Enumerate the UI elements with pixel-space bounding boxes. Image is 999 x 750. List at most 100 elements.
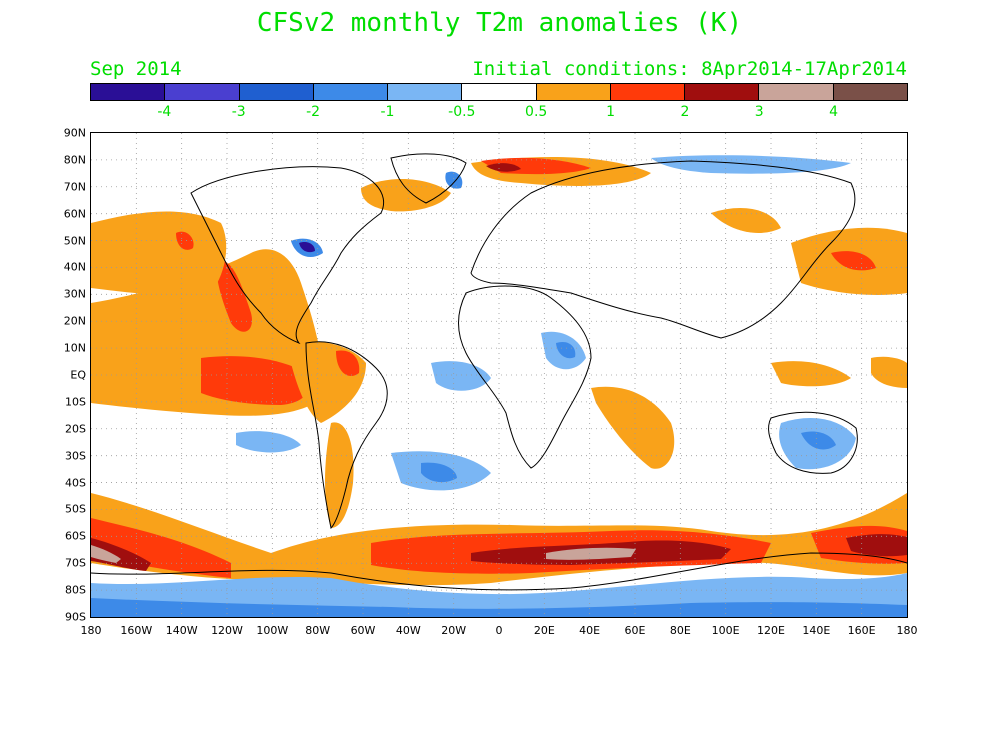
longitude-label: 0 [495, 624, 503, 637]
latitude-label: 20N [63, 314, 86, 328]
longitude-label: 100W [256, 624, 289, 637]
latitude-label: 50N [63, 234, 86, 248]
australia-outline [768, 411, 858, 474]
north-pacific-red-patch [176, 231, 194, 250]
south-america-red-patch [336, 350, 360, 377]
initial-conditions: Initial conditions: 8Apr2014-17Apr2014 [472, 58, 907, 80]
latitude-label: 80S [65, 583, 86, 597]
australia-deep-cool [801, 431, 836, 450]
colorbar-segment [462, 84, 537, 100]
south-america-warm [291, 341, 366, 423]
map-canvas [91, 133, 907, 617]
colorbar-tick-label: -3 [231, 104, 246, 120]
south-pacific-cool [236, 431, 301, 453]
latitude-label: 40S [65, 476, 86, 490]
antarctica-outline [91, 552, 907, 591]
latitude-label: 80N [63, 153, 86, 167]
colorbar-segment [685, 84, 760, 100]
latitude-label: 40N [63, 260, 86, 274]
latitude-label: 30S [65, 449, 86, 463]
eurasia-outline [470, 160, 856, 339]
colorbar-segment [610, 84, 686, 100]
latitude-label: 60S [65, 529, 86, 543]
map-title: CFSv2 monthly T2m anomalies (K) [256, 8, 743, 38]
latitude-label: EQ [70, 368, 86, 382]
west-indian-warm [591, 386, 675, 469]
latitude-label: 70N [63, 180, 86, 194]
greenland-outline [390, 153, 467, 204]
colorbar-tick-label: -4 [157, 104, 172, 120]
colorbar-tick-label: 1 [606, 104, 615, 120]
colorbar-segment [313, 84, 389, 100]
colorbar [90, 83, 908, 101]
equatorial-west-pacific-warm [771, 361, 851, 387]
south-pacific-dark-patch [91, 538, 151, 571]
colorbar-tick-label: 4 [829, 104, 839, 120]
latitude-label: 60N [63, 207, 86, 221]
northeast-pacific-red-strip [216, 261, 252, 332]
latitude-label: 90N [63, 126, 86, 140]
central-asia-warm [711, 208, 781, 233]
forecast-month: Sep 2014 [90, 58, 182, 80]
tropical-atlantic-cool [431, 361, 491, 391]
graticule [91, 133, 907, 617]
northwest-pacific-red [831, 251, 876, 271]
longitude-label: 80E [669, 624, 691, 637]
longitude-label: 40E [579, 624, 601, 637]
latitude-label: 30N [63, 287, 86, 301]
south-indian-pink-patch [546, 547, 636, 560]
colorbar-segment [165, 84, 240, 100]
longitude-label: 160E [847, 624, 876, 637]
longitude-label: 60W [350, 624, 376, 637]
colorbar-tick-label: -0.5 [448, 104, 476, 120]
latitude-label: 20S [65, 422, 86, 436]
longitude-label: 120W [211, 624, 243, 637]
colorbar-tick-label: -1 [380, 104, 395, 120]
east-pacific-red-core [201, 356, 310, 405]
longitude-label: 120E [757, 624, 785, 637]
arctic-dark-patch [486, 163, 521, 172]
africa-outline [458, 285, 592, 469]
southeast-pacific-dark-patch [846, 534, 907, 557]
longitude-label: 40W [395, 624, 421, 637]
patagonia-warm [325, 422, 354, 528]
longitude-label: 60E [624, 624, 646, 637]
colorbar-segment [833, 84, 907, 100]
colorbar-segment [239, 84, 314, 100]
latitude-label: 10S [65, 395, 86, 409]
colorbar-tick-label: 0.5 [525, 104, 548, 120]
longitude-label: 80W [305, 624, 331, 637]
longitude-label: 160W [120, 624, 153, 637]
coastlines [91, 153, 907, 591]
east-africa-deep-cool [556, 341, 576, 359]
north-pacific-warm [91, 211, 227, 296]
colorbar-tick-label: -2 [306, 104, 321, 120]
latitude-label: 90S [65, 610, 86, 624]
longitude-label: 100E [711, 624, 740, 637]
colorbar-segment [91, 84, 166, 100]
latitude-label: 70S [65, 556, 86, 570]
great-lakes-deep-cool [299, 241, 315, 253]
north-america-outline [190, 166, 385, 345]
colorbar-tick-label: 3 [754, 104, 764, 120]
anomaly-map [90, 132, 908, 618]
latitude-label: 50S [65, 502, 86, 516]
greenland-cool [445, 171, 463, 189]
south-atlantic-deep-cool [421, 462, 457, 483]
longitude-label: 140E [802, 624, 831, 637]
longitude-label: 140W [165, 624, 198, 637]
colorbar-segment [388, 84, 463, 100]
longitude-label: 180 [896, 624, 918, 637]
colorbar-tick-label: 2 [680, 104, 690, 120]
antarctic-deep-cool-band [91, 598, 907, 617]
south-america-outline [305, 341, 388, 530]
longitude-label: 20E [533, 624, 555, 637]
colorbar-segment [536, 84, 611, 100]
latitude-label: 10N [63, 341, 86, 355]
south-pacific-pink-patch [91, 545, 121, 563]
longitude-label: 180 [80, 624, 102, 637]
longitude-label: 20W [441, 624, 467, 637]
anomaly-fields [91, 155, 907, 617]
colorbar-segment [759, 84, 834, 100]
equatorial-central-pacific-warm [871, 356, 907, 388]
